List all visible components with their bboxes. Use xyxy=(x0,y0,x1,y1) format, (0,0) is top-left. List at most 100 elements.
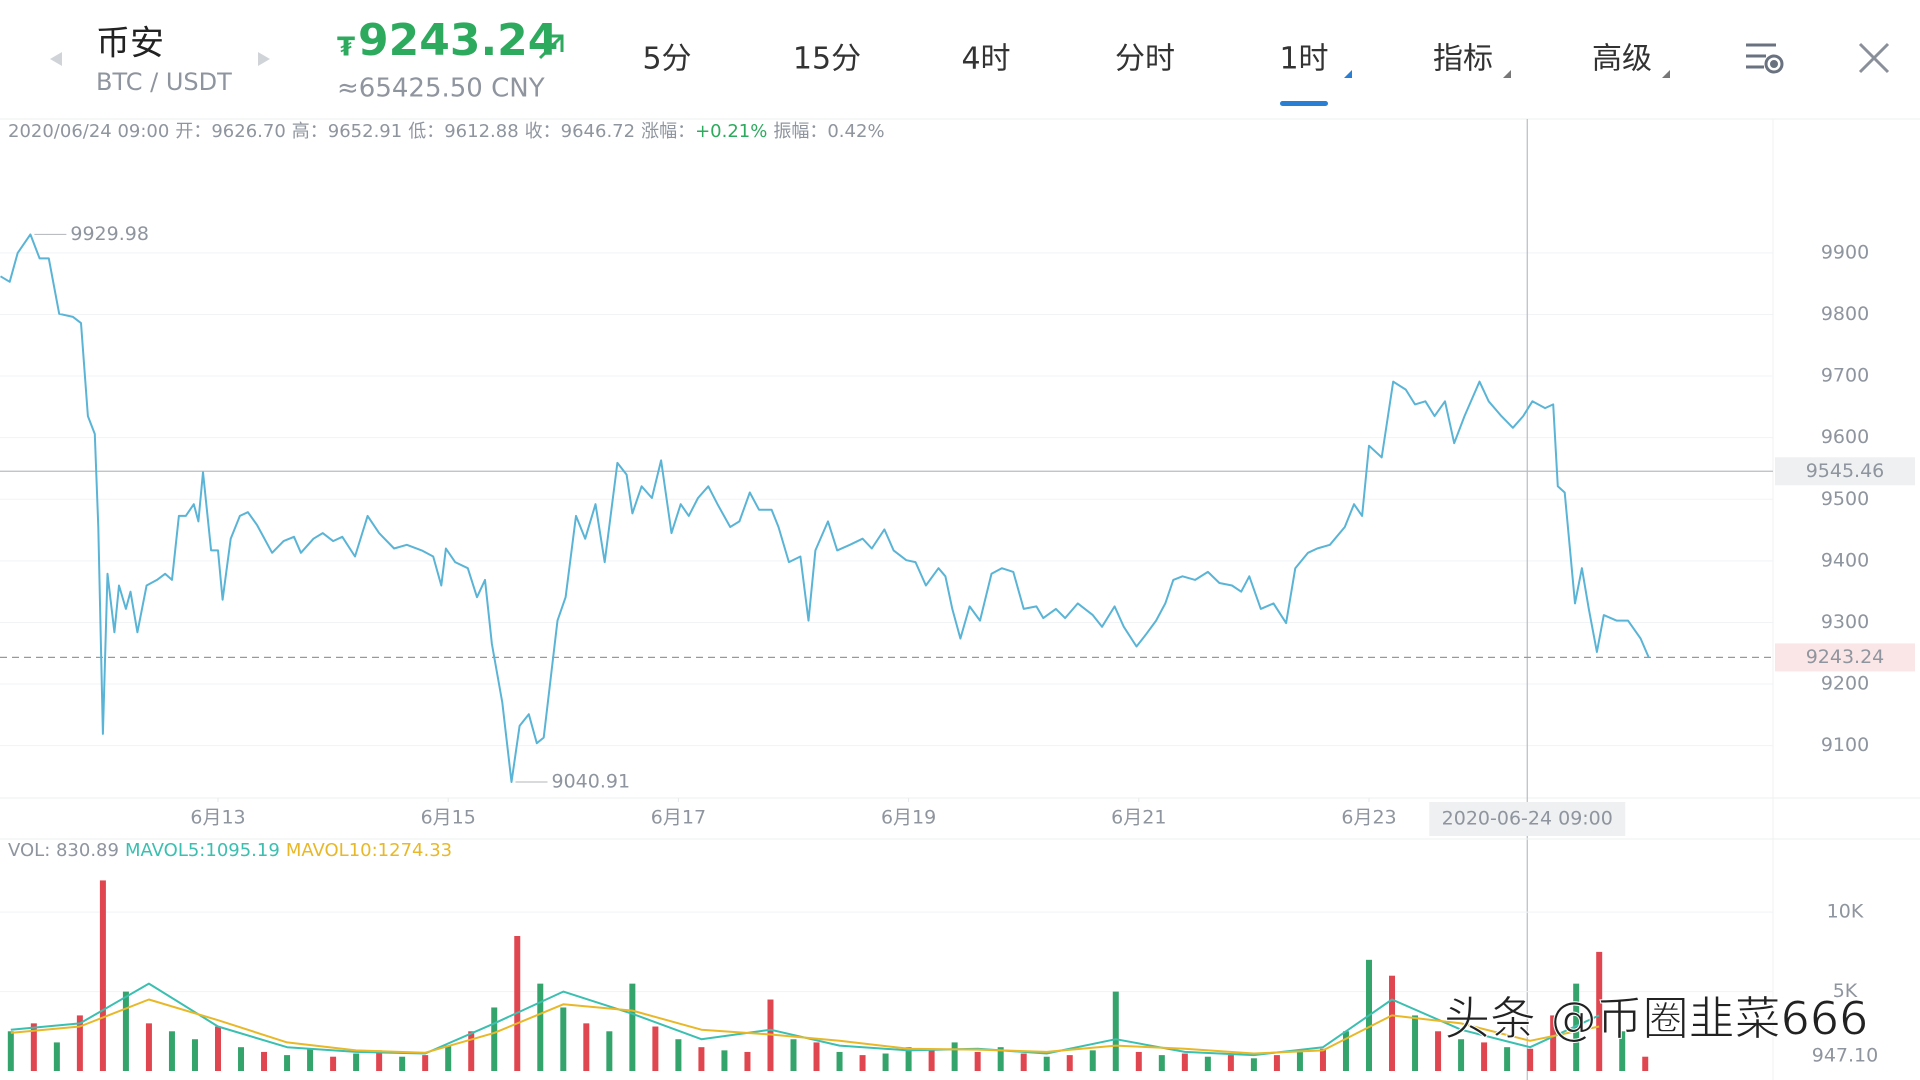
y-tick-label: 9800 xyxy=(1821,303,1869,325)
volume-bar xyxy=(560,1007,567,1071)
volume-bar xyxy=(1412,1015,1419,1071)
legend-entry: VOL: 830.89 xyxy=(8,840,119,861)
info-value: 9646.72 xyxy=(561,121,635,142)
volume-bar xyxy=(790,1039,797,1071)
active-underline xyxy=(1280,101,1328,106)
legend-entry: MAVOL5:1095.19 xyxy=(125,840,280,861)
volume-bar xyxy=(1066,1055,1073,1071)
tab[interactable]: 分时 xyxy=(1115,42,1175,77)
crosshair-y-box xyxy=(1775,457,1915,486)
volume-bar xyxy=(307,1048,314,1071)
volume-bar xyxy=(191,1039,198,1071)
volume-bar xyxy=(1573,983,1580,1071)
volume-bar xyxy=(744,1051,751,1071)
volume-bar xyxy=(7,1031,14,1071)
info-label: 收： xyxy=(525,121,561,142)
ohlc-info: 2020/06/24 09:00 开：9626.70 高：9652.91 低：9612… xyxy=(8,121,885,142)
crosshair-x-box xyxy=(1429,802,1626,836)
legend-entry: MAVOL10:1274.33 xyxy=(286,840,452,861)
x-tick-label: 6月21 xyxy=(1111,807,1166,829)
volume-bar xyxy=(1319,1048,1326,1071)
volume-bar xyxy=(1273,1055,1280,1071)
volume-bar xyxy=(376,1050,383,1071)
current-volume-label: 947.10 xyxy=(1812,1045,1878,1067)
volume-bar xyxy=(1020,1053,1027,1071)
volume-bar xyxy=(1389,975,1396,1071)
x-tick-label: 6月19 xyxy=(881,807,936,829)
prev-arrow[interactable] xyxy=(50,52,62,66)
extreme-label: 9040.91 xyxy=(552,771,631,793)
y-tick-label: 9900 xyxy=(1821,241,1869,263)
volume-bar xyxy=(1181,1053,1188,1071)
volume-bar xyxy=(698,1047,705,1071)
volume-bar xyxy=(214,1026,221,1071)
info-value: 9626.70 xyxy=(211,121,285,142)
tab[interactable]: 15分 xyxy=(793,42,861,77)
volume-bar xyxy=(1135,1051,1142,1071)
tab[interactable]: 5分 xyxy=(642,42,691,77)
tab[interactable]: 4时 xyxy=(961,42,1010,77)
volume-bar xyxy=(76,1015,83,1071)
tab[interactable]: 1时 xyxy=(1279,42,1328,77)
volume-bar xyxy=(284,1055,291,1071)
up-icon xyxy=(538,34,564,60)
volume-bar xyxy=(145,1023,152,1071)
dropdown-mark xyxy=(1662,70,1670,78)
volume-bar xyxy=(606,1031,613,1071)
tab[interactable]: 高级 xyxy=(1592,42,1652,77)
y-tick-label: 10K xyxy=(1827,901,1864,923)
volume-bar xyxy=(99,880,106,1071)
info-value: 9652.91 xyxy=(328,121,402,142)
volume-bar xyxy=(445,1045,452,1071)
info-label: 振幅： xyxy=(773,121,827,142)
price-line xyxy=(0,233,1650,783)
y-tick-label: 9600 xyxy=(1821,426,1869,448)
volume-bar xyxy=(836,1051,843,1071)
pair: BTC / USDT xyxy=(96,68,232,96)
volume-bar xyxy=(1296,1051,1303,1071)
y-tick-label: 9400 xyxy=(1821,549,1869,571)
volume-bar xyxy=(399,1056,406,1071)
tab[interactable]: 指标 xyxy=(1433,42,1493,77)
volume-bar xyxy=(974,1051,981,1071)
volume-bar xyxy=(1458,1039,1465,1071)
y-tick-label: 9200 xyxy=(1821,673,1869,695)
price: 9243.24 xyxy=(358,15,558,66)
price-symbol: ₮ xyxy=(337,33,355,63)
volume-bar xyxy=(1435,1031,1442,1071)
info-value: 9612.88 xyxy=(444,121,518,142)
volume-bar xyxy=(1550,1015,1557,1071)
volume-bar xyxy=(882,1053,889,1071)
next-arrow[interactable] xyxy=(258,52,270,66)
volume-bar xyxy=(859,1055,866,1071)
close-icon[interactable] xyxy=(1858,42,1890,74)
volume-bar xyxy=(537,983,544,1071)
y-tick-label: 9700 xyxy=(1821,365,1869,387)
volume-bar xyxy=(122,991,129,1071)
settings-icon[interactable] xyxy=(1746,43,1784,74)
volume-bar xyxy=(675,1039,682,1071)
volume-bar xyxy=(1619,1031,1626,1071)
x-tick-label: 6月23 xyxy=(1341,807,1396,829)
info-value: +0.21% xyxy=(695,121,767,142)
x-tick-label: 6月17 xyxy=(651,807,706,829)
volume-bar xyxy=(583,1023,590,1071)
x-tick-label: 6月13 xyxy=(190,807,245,829)
volume-bar xyxy=(1527,1048,1534,1071)
volume-bar xyxy=(1342,1031,1349,1071)
y-tick-label: 9100 xyxy=(1821,734,1869,756)
volume-bar xyxy=(629,983,636,1071)
extreme-label: 9929.98 xyxy=(70,223,149,245)
volume-bar xyxy=(1204,1056,1211,1071)
info-label: 低： xyxy=(408,121,444,142)
info-label: 涨幅： xyxy=(641,121,695,142)
cny-price: ≈65425.50 CNY xyxy=(337,74,545,104)
dropdown-mark xyxy=(1503,70,1511,78)
volume-bar xyxy=(514,936,521,1071)
y-tick-label: 9500 xyxy=(1821,488,1869,510)
info-label: 开： xyxy=(175,121,211,142)
last-price-label: 9243.24 xyxy=(1806,646,1885,668)
volume-bar xyxy=(1481,1042,1488,1071)
volume-bar xyxy=(468,1031,475,1071)
